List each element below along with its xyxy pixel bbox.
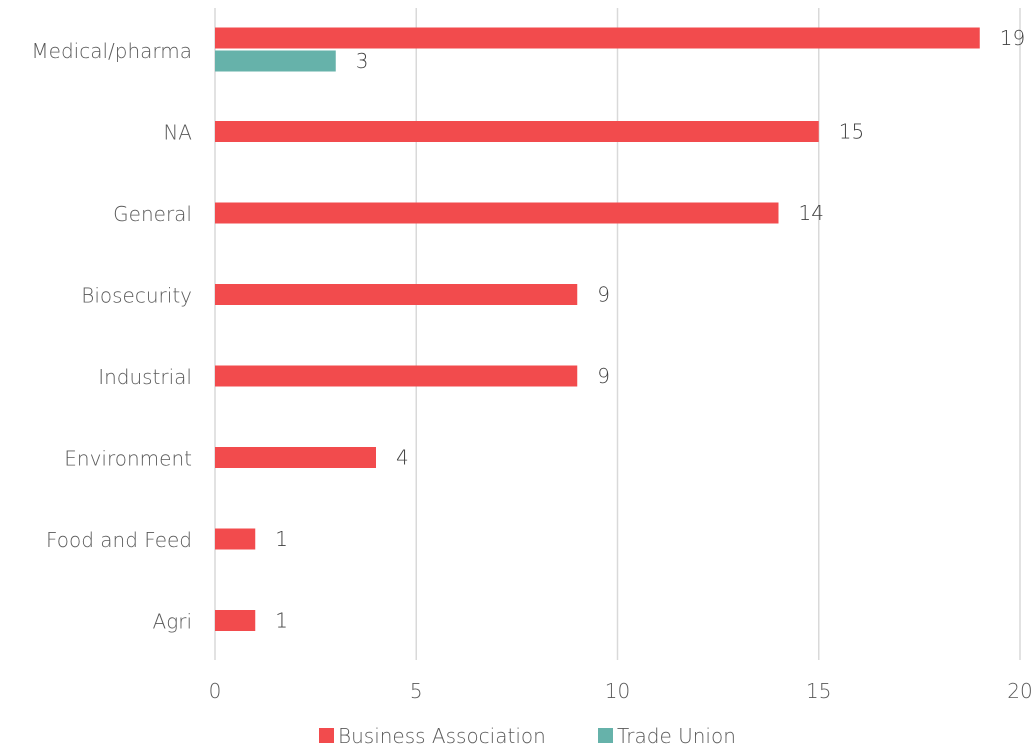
bar-business-association [215,610,256,631]
data-label: 3 [356,49,369,73]
data-label: 1 [275,527,288,551]
x-tick-label: 15 [806,679,831,703]
bar-business-association [215,27,980,49]
bar-business-association [215,202,779,224]
x-tick-label: 0 [209,679,222,703]
bar-business-association [215,528,256,550]
x-tick-label: 10 [605,679,630,703]
data-label: 9 [597,364,610,388]
bar-trade-union [215,50,336,72]
x-tick-label: 5 [410,679,423,703]
category-label: Environment [64,447,192,471]
category-label: NA [163,121,192,145]
category-label: Food and Feed [46,528,192,552]
legend-swatch-business-association [319,728,334,743]
data-label: 15 [839,120,864,144]
legend-label-trade-union: Trade Union [617,724,736,748]
category-label: General [113,202,192,226]
data-label: 4 [396,446,409,470]
category-label: Agri [153,610,192,634]
category-label: Medical/pharma [31,39,192,63]
bar-business-association [215,447,376,468]
bar-business-association [215,284,578,305]
data-label: 19 [1000,26,1025,50]
data-label: 9 [597,283,610,307]
bar-business-association [215,365,578,387]
category-label: Biosecurity [81,284,192,308]
x-tick-label: 20 [1007,679,1032,703]
legend-label-business-association: Business Association [338,724,546,748]
data-label: 14 [799,201,824,225]
bar-business-association [215,121,819,142]
data-label: 1 [275,609,288,633]
category-label: Industrial [98,365,192,389]
legend-swatch-trade-union [598,728,613,743]
